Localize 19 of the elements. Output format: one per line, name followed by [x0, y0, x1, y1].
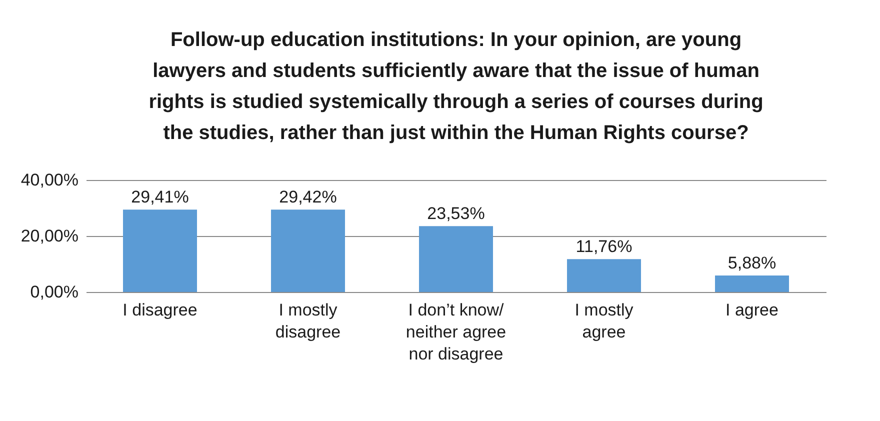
bar — [123, 210, 197, 292]
x-tick-label: I mostly disagree — [275, 300, 341, 342]
data-label: 29,41% — [131, 188, 189, 207]
x-tick-label: I disagree — [122, 300, 198, 320]
x-tick-label: I mostly agree — [574, 300, 634, 342]
y-tick-label: 0,00% — [30, 282, 78, 302]
data-label: 5,88% — [728, 254, 776, 273]
bar — [567, 259, 641, 292]
data-label: 23,53% — [427, 204, 485, 224]
x-tick-label: I agree — [726, 300, 778, 320]
y-tick-label: 40,00% — [20, 170, 78, 190]
data-label: 11,76% — [576, 237, 632, 256]
y-tick-label: 20,00% — [20, 226, 78, 246]
bar — [271, 210, 345, 292]
chart-title: Follow-up education institutions: In your opinion, are young lawyers and students sufficiently aware that the issue of human rights is studied systemically through a series of courses during the studies, rather than just within the Human Rights course? — [148, 29, 764, 144]
bar — [715, 276, 789, 292]
bar — [419, 226, 493, 292]
data-label: 29,42% — [279, 188, 337, 207]
x-tick-label: I don’t know/ neither agree nor disagree — [406, 300, 506, 364]
